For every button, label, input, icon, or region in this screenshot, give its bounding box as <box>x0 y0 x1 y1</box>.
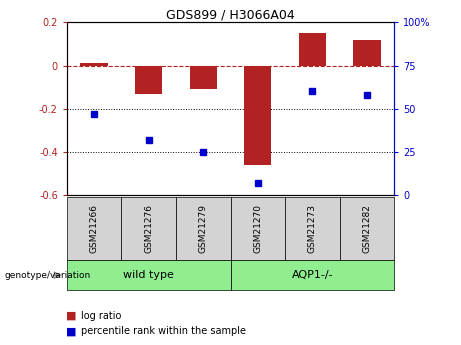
Text: percentile rank within the sample: percentile rank within the sample <box>81 326 246 336</box>
Text: GSM21266: GSM21266 <box>89 204 99 253</box>
Bar <box>299 33 326 66</box>
Text: GSM21270: GSM21270 <box>253 204 262 253</box>
Bar <box>81 63 108 66</box>
Title: GDS899 / H3066A04: GDS899 / H3066A04 <box>166 8 295 21</box>
Bar <box>135 66 162 93</box>
Bar <box>189 66 217 89</box>
Text: GSM21282: GSM21282 <box>362 204 372 253</box>
Text: log ratio: log ratio <box>81 311 121 321</box>
Text: wild type: wild type <box>123 270 174 280</box>
Text: GSM21279: GSM21279 <box>199 204 208 253</box>
Text: genotype/variation: genotype/variation <box>5 270 91 280</box>
Text: GSM21276: GSM21276 <box>144 204 153 253</box>
Bar <box>244 66 272 165</box>
Text: ■: ■ <box>66 326 77 336</box>
Text: ■: ■ <box>66 311 77 321</box>
Text: GSM21273: GSM21273 <box>308 204 317 253</box>
Bar <box>353 40 380 66</box>
Text: AQP1-/-: AQP1-/- <box>291 270 333 280</box>
